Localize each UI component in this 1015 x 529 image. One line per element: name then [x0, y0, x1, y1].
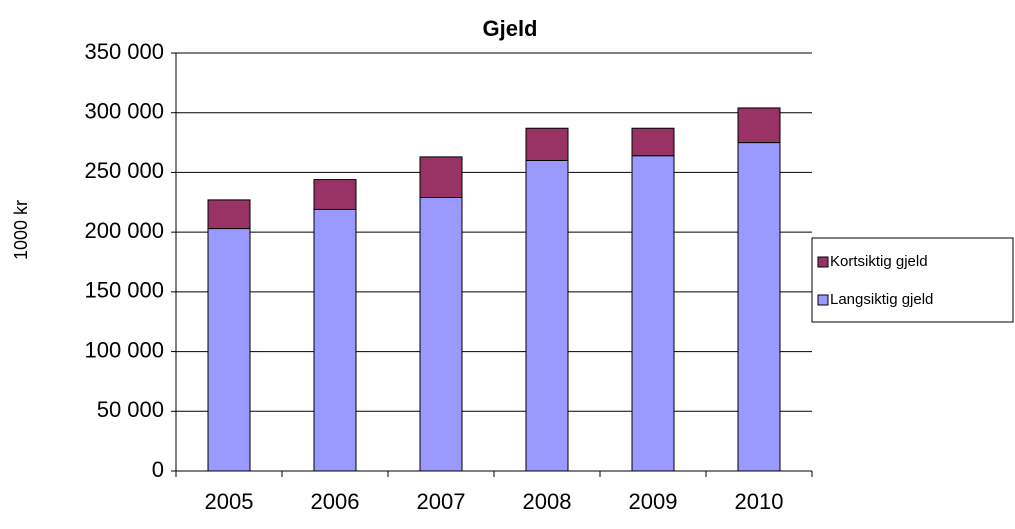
bar-segment — [525, 127, 569, 161]
legend-label: Langsiktig gjeld — [830, 291, 933, 308]
bar-segment — [313, 179, 357, 210]
bar-segment — [631, 155, 675, 472]
bar-segment — [313, 208, 357, 472]
y-tick-label: 100 000 — [84, 337, 164, 362]
legend-label: Kortsiktig gjeld — [830, 253, 928, 270]
bar-segment — [525, 159, 569, 472]
y-tick-label: 200 000 — [84, 218, 164, 243]
x-tick-label: 2009 — [629, 489, 678, 514]
legend-box — [811, 237, 1014, 323]
y-tick-label: 250 000 — [84, 158, 164, 183]
y-tick-label: 150 000 — [84, 278, 164, 303]
bar-segment — [737, 107, 781, 144]
y-tick-label: 0 — [152, 457, 164, 482]
y-tick-label: 50 000 — [97, 397, 164, 422]
x-tick-label: 2010 — [735, 489, 784, 514]
y-axis-label: 1000 kr — [11, 200, 31, 260]
x-tick-label: 2008 — [523, 489, 572, 514]
legend-swatch — [817, 256, 829, 268]
chart-title: Gjeld — [482, 16, 537, 41]
bar-segment — [631, 127, 675, 157]
bar-segment — [207, 199, 251, 230]
y-tick-label: 300 000 — [84, 99, 164, 124]
bar-segment — [207, 228, 251, 472]
x-tick-label: 2007 — [417, 489, 466, 514]
bar-segment — [419, 197, 463, 472]
bar-segment — [419, 156, 463, 199]
y-tick-label: 350 000 — [84, 39, 164, 64]
legend-swatch — [817, 294, 829, 306]
x-tick-label: 2005 — [205, 489, 254, 514]
bar-segment — [737, 142, 781, 472]
x-tick-label: 2006 — [311, 489, 360, 514]
